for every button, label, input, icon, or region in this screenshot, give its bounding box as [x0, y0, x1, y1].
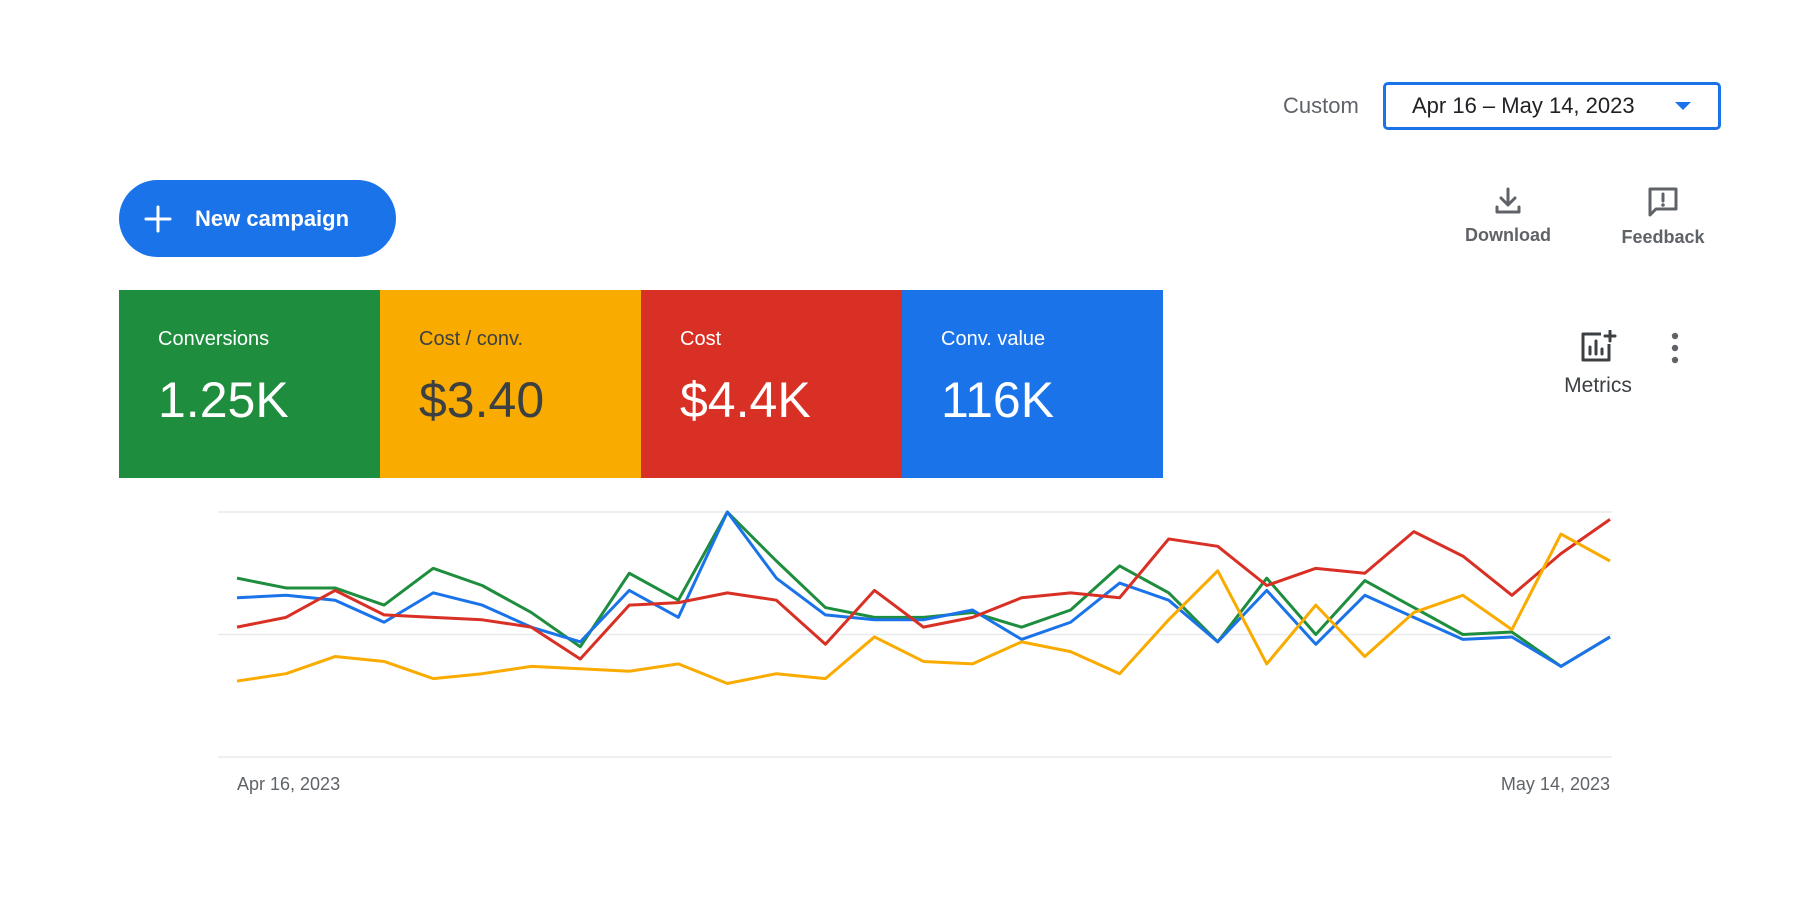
feedback-button[interactable]: Feedback — [1608, 185, 1718, 248]
scorecards: Conversions 1.25K Cost / conv. $3.40 Cos… — [119, 290, 1163, 478]
date-range-value: Apr 16 – May 14, 2023 — [1412, 93, 1635, 118]
chart-series — [236, 510, 1611, 685]
chart-series-line-4 — [236, 532, 1611, 685]
date-range-mode-label: Custom — [1283, 93, 1359, 118]
chart-grid — [218, 511, 1612, 758]
scorecard-title: Conversions — [158, 328, 270, 350]
more-options-button[interactable] — [1660, 332, 1690, 368]
scorecard-value: $4.4K — [680, 372, 811, 428]
scorecard-conversion-value[interactable]: Conv. value 116K — [902, 290, 1163, 478]
scorecard-title: Conv. value — [941, 328, 1046, 350]
scorecard-conversions[interactable]: Conversions 1.25K — [119, 290, 380, 478]
chart-series-line-3 — [236, 518, 1611, 661]
add-chart-icon — [1581, 330, 1617, 362]
scorecard-cost[interactable]: Cost $4.4K — [641, 290, 902, 478]
metrics-button[interactable]: Metrics — [1548, 330, 1648, 398]
new-campaign-button[interactable]: New campaign — [119, 180, 396, 257]
download-label: Download — [1465, 225, 1551, 245]
scorecard-title: Cost — [680, 328, 722, 350]
scorecard-value: 1.25K — [158, 372, 289, 428]
download-button[interactable]: Download — [1453, 185, 1563, 246]
x-axis-end-label: May 14, 2023 — [1501, 774, 1610, 794]
scorecard-title: Cost / conv. — [419, 328, 524, 350]
metrics-label: Metrics — [1564, 374, 1632, 397]
scorecard-cost-per-conversion[interactable]: Cost / conv. $3.40 — [380, 290, 641, 478]
scorecard-value: 116K — [941, 372, 1055, 428]
feedback-icon — [1648, 187, 1678, 217]
more-vert-icon — [1671, 332, 1679, 364]
download-icon — [1495, 187, 1521, 214]
chart-series-line-2 — [236, 510, 1611, 668]
plus-icon — [144, 205, 172, 232]
scorecard-value: $3.40 — [419, 372, 545, 428]
caret-down-icon — [1675, 102, 1691, 110]
feedback-label: Feedback — [1621, 227, 1705, 247]
x-axis-start-label: Apr 16, 2023 — [237, 774, 340, 794]
chart-series-line-1 — [236, 510, 1611, 668]
date-range-picker[interactable]: Apr 16 – May 14, 2023 — [1383, 82, 1721, 130]
new-campaign-label: New campaign — [195, 205, 350, 231]
